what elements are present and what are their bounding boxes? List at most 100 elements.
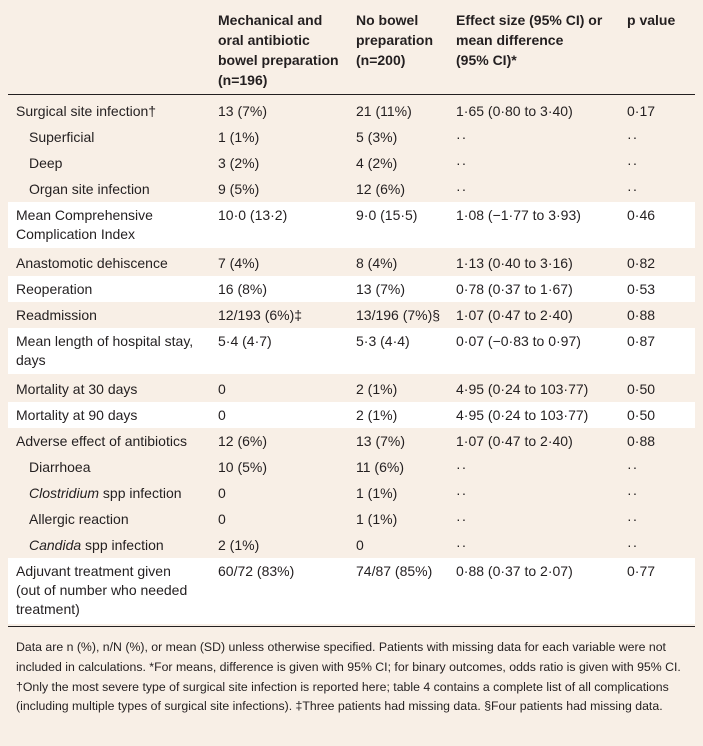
p-value: 0·50	[627, 407, 656, 423]
effect-size-value: 1·13 (0·40 to 3·16)	[456, 255, 573, 271]
group1-value: 5·4 (4·7)	[218, 333, 272, 349]
group2-value: 21 (11%)	[356, 103, 412, 119]
effect-size-value: ··	[456, 511, 468, 527]
group2-value: 11 (6%)	[356, 459, 404, 475]
effect-size-value: ··	[456, 537, 468, 553]
table-row: Mortality at 90 days 0 2 (1%) 4·95 (0·24 to…	[8, 402, 695, 428]
group1-value: 10·0 (13·2)	[218, 207, 288, 223]
header-rule	[8, 94, 695, 95]
effect-size-value: 4·95 (0·24 to 103·77)	[456, 381, 589, 397]
effect-size-value: 1·07 (0·47 to 2·40)	[456, 307, 573, 323]
group1-value: 0	[218, 511, 226, 527]
row-label: Adjuvant treatment given (out of number w…	[16, 563, 188, 617]
effect-size-value: 1·08 (−1·77 to 3·93)	[456, 207, 581, 223]
effect-size-value: ··	[456, 181, 468, 197]
effect-size-value: 1·65 (0·80 to 3·40)	[456, 103, 573, 119]
group1-value: 3 (2%)	[218, 155, 260, 171]
group1-value: 0	[218, 407, 226, 423]
p-value: 0·53	[627, 281, 656, 297]
table-row: Readmission 12/193 (6%)‡ 13/196 (7%)§ 1·07 …	[8, 302, 695, 328]
p-value: ··	[627, 537, 639, 553]
group1-value: 0	[218, 381, 226, 397]
table-row: Allergic reaction 0 1 (1%) ·· ··	[8, 506, 695, 532]
row-label: Mortality at 90 days	[16, 407, 138, 423]
row-label: Adverse effect of antibiotics	[16, 433, 187, 449]
header-effect-size: Effect size (95% CI) or mean difference …	[456, 12, 603, 68]
p-value: 0·50	[627, 381, 656, 397]
row-label: Organ site infection	[29, 181, 150, 197]
group1-value: 16 (8%)	[218, 281, 268, 297]
p-value: 0·17	[627, 103, 656, 119]
table-row: Superficial 1 (1%) 5 (3%) ·· ··	[8, 124, 695, 150]
group1-value: 7 (4%)	[218, 255, 260, 271]
p-value: ··	[627, 155, 639, 171]
header-group2: No bowel preparation (n=200)	[356, 12, 434, 68]
effect-size-value: ··	[456, 485, 468, 501]
row-label: Mortality at 30 days	[16, 381, 138, 397]
p-value: ··	[627, 181, 639, 197]
bottom-rule	[8, 626, 695, 627]
row-label: Mean Comprehensive Complication Index	[16, 207, 153, 242]
table-row: Adverse effect of antibiotics 12 (6%) 13 (…	[8, 428, 695, 454]
group2-value: 13/196 (7%)§	[356, 307, 441, 323]
table-footnote: Data are n (%), n/N (%), or mean (SD) un…	[16, 640, 681, 714]
row-label: Allergic reaction	[29, 511, 129, 527]
group2-value: 0	[356, 537, 364, 553]
p-value: 0·88	[627, 433, 656, 449]
table-row: Mortality at 30 days 0 2 (1%) 4·95 (0·24 to…	[8, 376, 695, 402]
table-row: Deep 3 (2%) 4 (2%) ·· ··	[8, 150, 695, 176]
table-header: Mechanical and oral antibiotic bowel pre…	[0, 0, 703, 91]
p-value: ··	[627, 485, 639, 501]
row-label: Candida spp infection	[29, 537, 164, 553]
table-row: Mean length of hospital stay, days 5·4 (4·…	[8, 328, 695, 374]
table-row: Clostridium spp infection 0 1 (1%) ·· ··	[8, 480, 695, 506]
p-value: 0·82	[627, 255, 656, 271]
group2-value: 13 (7%)	[356, 433, 406, 449]
p-value: ··	[627, 511, 639, 527]
header-group1: Mechanical and oral antibiotic bowel pre…	[218, 12, 339, 88]
header-p-value: p value	[627, 12, 676, 28]
p-value: 0·87	[627, 333, 656, 349]
row-label: Clostridium spp infection	[29, 485, 182, 501]
row-label: Reoperation	[16, 281, 93, 297]
group1-value: 9 (5%)	[218, 181, 260, 197]
effect-size-value: 0·88 (0·37 to 2·07)	[456, 563, 573, 579]
effect-size-value: 0·07 (−0·83 to 0·97)	[456, 333, 581, 349]
group1-value: 1 (1%)	[218, 129, 260, 145]
table-row: Mean Comprehensive Complication Index 10·0…	[8, 202, 695, 248]
table-row: Anastomotic dehiscence 7 (4%) 8 (4%) 1·13 (…	[8, 250, 695, 276]
group2-value: 5·3 (4·4)	[356, 333, 410, 349]
group2-value: 4 (2%)	[356, 155, 398, 171]
row-label: Deep	[29, 155, 63, 171]
p-value: 0·46	[627, 207, 656, 223]
group2-value: 2 (1%)	[356, 407, 398, 423]
effect-size-value: 1·07 (0·47 to 2·40)	[456, 433, 573, 449]
group2-value: 1 (1%)	[356, 511, 398, 527]
group2-value: 8 (4%)	[356, 255, 398, 271]
effect-size-value: 4·95 (0·24 to 103·77)	[456, 407, 589, 423]
effect-size-value: 0·78 (0·37 to 1·67)	[456, 281, 573, 297]
table-row: Adjuvant treatment given (out of number w…	[8, 558, 695, 624]
effect-size-value: ··	[456, 459, 468, 475]
group2-value: 1 (1%)	[356, 485, 398, 501]
group2-value: 13 (7%)	[356, 281, 406, 297]
group1-value: 0	[218, 485, 226, 501]
group2-value: 2 (1%)	[356, 381, 398, 397]
row-label: Surgical site infection†	[16, 103, 157, 119]
table-row: Reoperation 16 (8%) 13 (7%) 0·78 (0·37 to 1…	[8, 276, 695, 302]
group1-value: 13 (7%)	[218, 103, 268, 119]
outcomes-table: Mechanical and oral antibiotic bowel pre…	[0, 0, 703, 624]
row-label: Mean length of hospital stay, days	[16, 333, 194, 368]
group2-value: 5 (3%)	[356, 129, 398, 145]
p-value: ··	[627, 459, 639, 475]
group1-value: 12 (6%)	[218, 433, 268, 449]
row-label: Diarrhoea	[29, 459, 91, 475]
table-row: Diarrhoea 10 (5%) 11 (6%) ·· ··	[8, 454, 695, 480]
row-label: Superficial	[29, 129, 95, 145]
table-row: Organ site infection 9 (5%) 12 (6%) ·· ··	[8, 176, 695, 202]
group2-value: 12 (6%)	[356, 181, 406, 197]
group2-value: 74/87 (85%)	[356, 563, 433, 579]
p-value: 0·88	[627, 307, 656, 323]
group1-value: 60/72 (83%)	[218, 563, 295, 579]
group1-value: 12/193 (6%)‡	[218, 307, 303, 323]
